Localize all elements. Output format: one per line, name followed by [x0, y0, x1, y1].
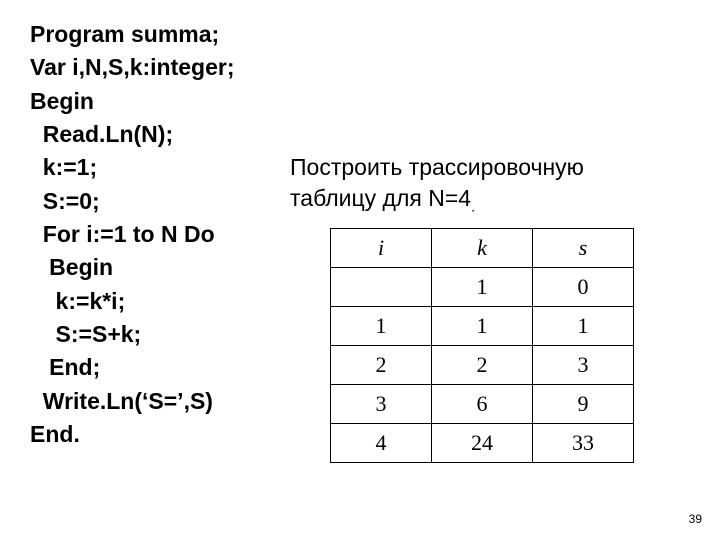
col-header-i: i [331, 229, 432, 268]
code-line: Var i,N,S,k:integer; [30, 54, 235, 80]
cell-i [331, 268, 432, 307]
trace-table: i k s 1 0 1 1 1 2 2 3 3 6 9 4 24 33 [330, 228, 634, 463]
task-description: Построить трассировочную таблицу для N=4… [290, 152, 584, 217]
cell-k: 6 [432, 385, 533, 424]
task-line2a: таблицу для N=4 [290, 185, 471, 211]
task-line1: Построить трассировочную [290, 154, 584, 180]
code-line: k:=k*i; [30, 288, 125, 314]
code-line: S:=0; [30, 188, 100, 214]
slide: Program summa; Var i,N,S,k:integer; Begi… [0, 0, 720, 540]
task-line2b: . [471, 199, 475, 215]
code-line: Write.Ln(‘S=’,S) [30, 388, 213, 414]
code-line: Program summa; [30, 21, 219, 47]
cell-s: 3 [533, 346, 634, 385]
cell-s: 0 [533, 268, 634, 307]
cell-s: 33 [533, 424, 634, 463]
program-code: Program summa; Var i,N,S,k:integer; Begi… [30, 18, 235, 451]
code-line: End. [30, 421, 80, 447]
cell-i: 2 [331, 346, 432, 385]
cell-k: 1 [432, 307, 533, 346]
table-row: 3 6 9 [331, 385, 634, 424]
cell-s: 1 [533, 307, 634, 346]
cell-k: 24 [432, 424, 533, 463]
col-header-s: s [533, 229, 634, 268]
code-line: Begin [30, 88, 94, 114]
page-number: 39 [689, 512, 702, 526]
table-row: 2 2 3 [331, 346, 634, 385]
code-line: k:=1; [30, 154, 97, 180]
col-header-k: k [432, 229, 533, 268]
code-line: End; [30, 354, 100, 380]
code-line: Read.Ln(N); [30, 121, 173, 147]
table-row: 1 0 [331, 268, 634, 307]
code-line: Begin [30, 254, 113, 280]
cell-i: 1 [331, 307, 432, 346]
cell-s: 9 [533, 385, 634, 424]
table-row: 4 24 33 [331, 424, 634, 463]
cell-i: 4 [331, 424, 432, 463]
cell-k: 1 [432, 268, 533, 307]
table-header-row: i k s [331, 229, 634, 268]
code-line: S:=S+k; [30, 321, 141, 347]
table-row: 1 1 1 [331, 307, 634, 346]
cell-i: 3 [331, 385, 432, 424]
code-line: For i:=1 to N Do [30, 221, 215, 247]
cell-k: 2 [432, 346, 533, 385]
